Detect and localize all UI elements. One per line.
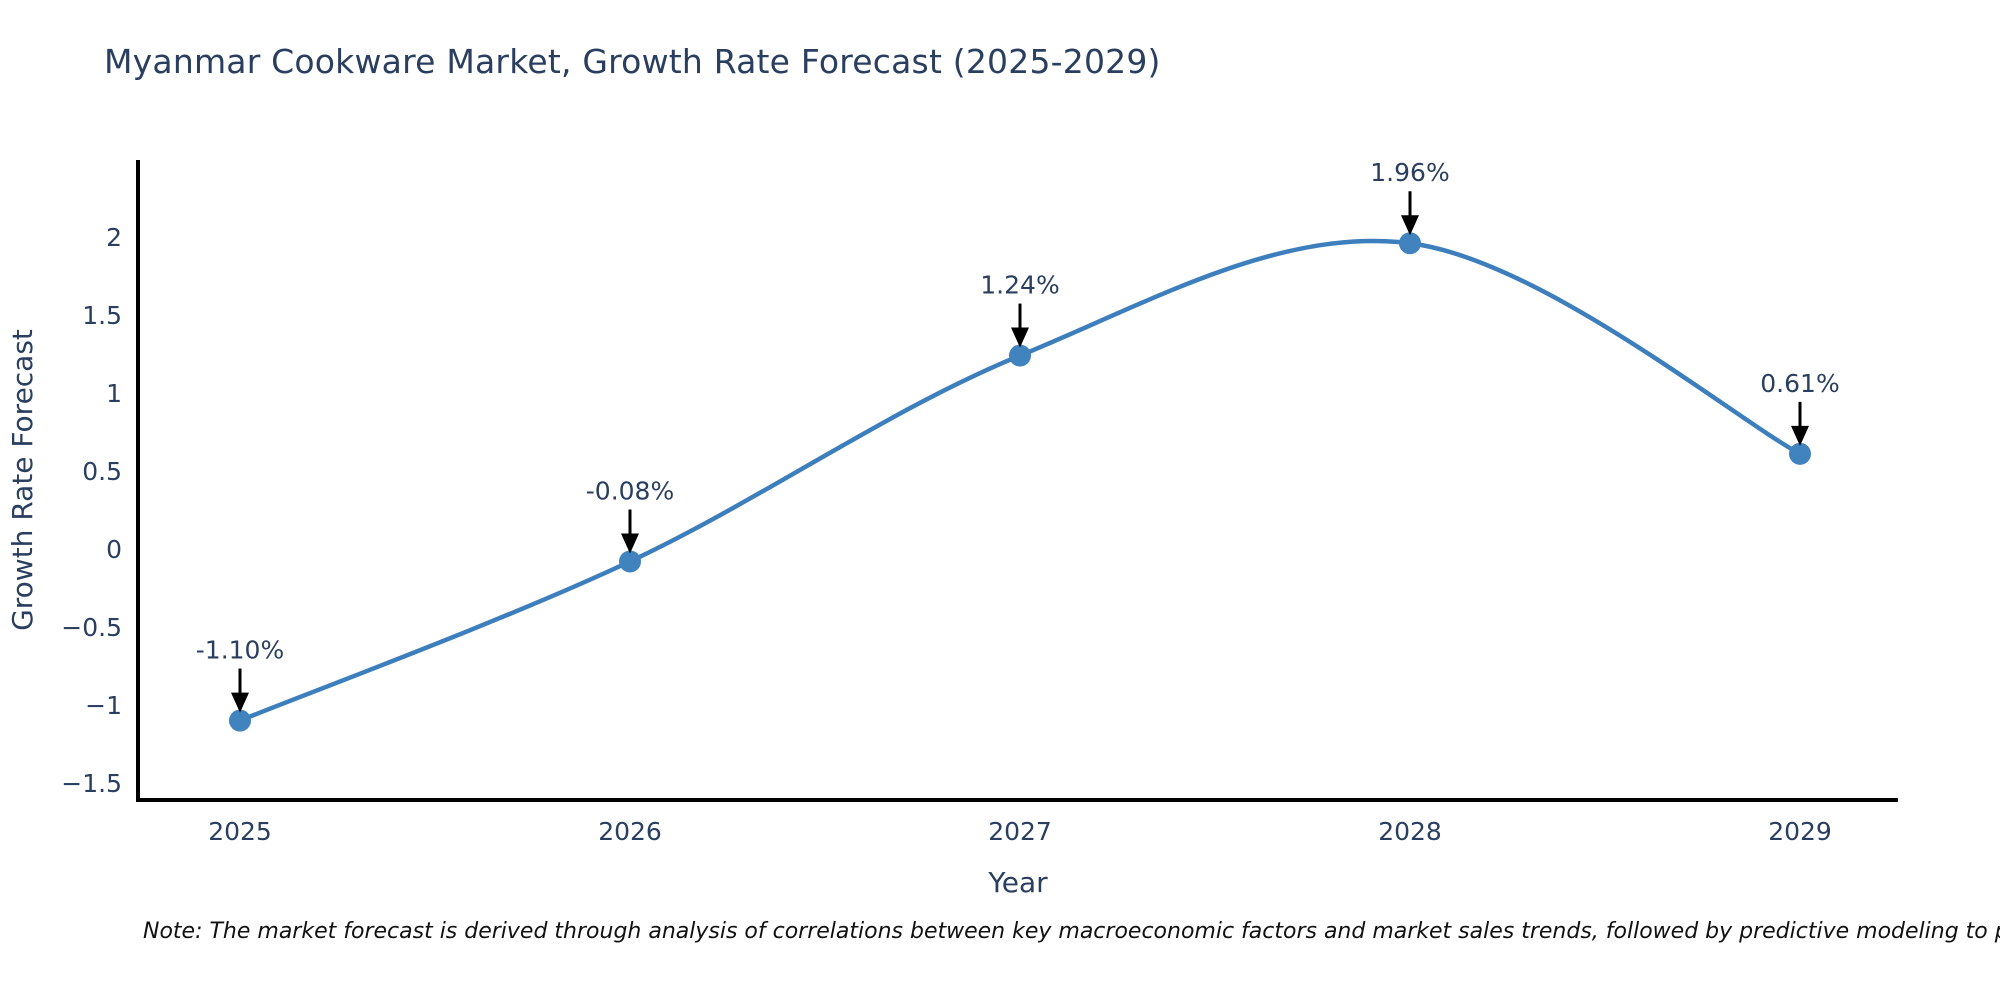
note-text: Note: The market forecast is derived thr…: [143, 919, 2000, 944]
y-tick-label: 2: [106, 223, 122, 252]
y-axis-title: Growth Rate Forecast: [6, 329, 39, 631]
y-tick-label: 1: [106, 379, 122, 408]
annotation-arrow-head: [1401, 215, 1419, 236]
y-tick-label: −1: [85, 691, 122, 720]
annotation-arrow-head: [231, 692, 249, 713]
data-point: [1789, 442, 1811, 465]
x-tick-label: 2028: [1378, 817, 1442, 846]
annotation-label: 1.96%: [1370, 158, 1449, 187]
x-tick-label: 2029: [1768, 817, 1832, 846]
annotation-label: 1.24%: [980, 271, 1059, 300]
annotation-arrow-head: [1011, 327, 1029, 348]
annotation-label: 0.61%: [1760, 369, 1839, 398]
chart-title: Myanmar Cookware Market, Growth Rate For…: [104, 42, 1161, 81]
data-point: [619, 550, 641, 573]
y-tick-label: 0.5: [82, 457, 122, 486]
y-tick-label: −0.5: [61, 613, 122, 642]
x-tick-label: 2027: [988, 817, 1052, 846]
x-axis-title: Year: [987, 866, 1048, 899]
annotation-arrow-head: [621, 533, 639, 554]
data-point: [229, 709, 251, 732]
y-tick-label: 1.5: [82, 301, 122, 330]
x-tick-label: 2026: [598, 817, 662, 846]
y-tick-label: 0: [106, 535, 122, 564]
annotation-arrow-head: [1791, 425, 1809, 446]
x-tick-label: 2025: [208, 817, 272, 846]
y-tick-label: −1.5: [61, 769, 122, 798]
data-point: [1399, 232, 1421, 255]
data-point: [1009, 344, 1031, 367]
annotation-label: -0.08%: [586, 476, 674, 505]
annotation-label: -1.10%: [196, 636, 284, 665]
